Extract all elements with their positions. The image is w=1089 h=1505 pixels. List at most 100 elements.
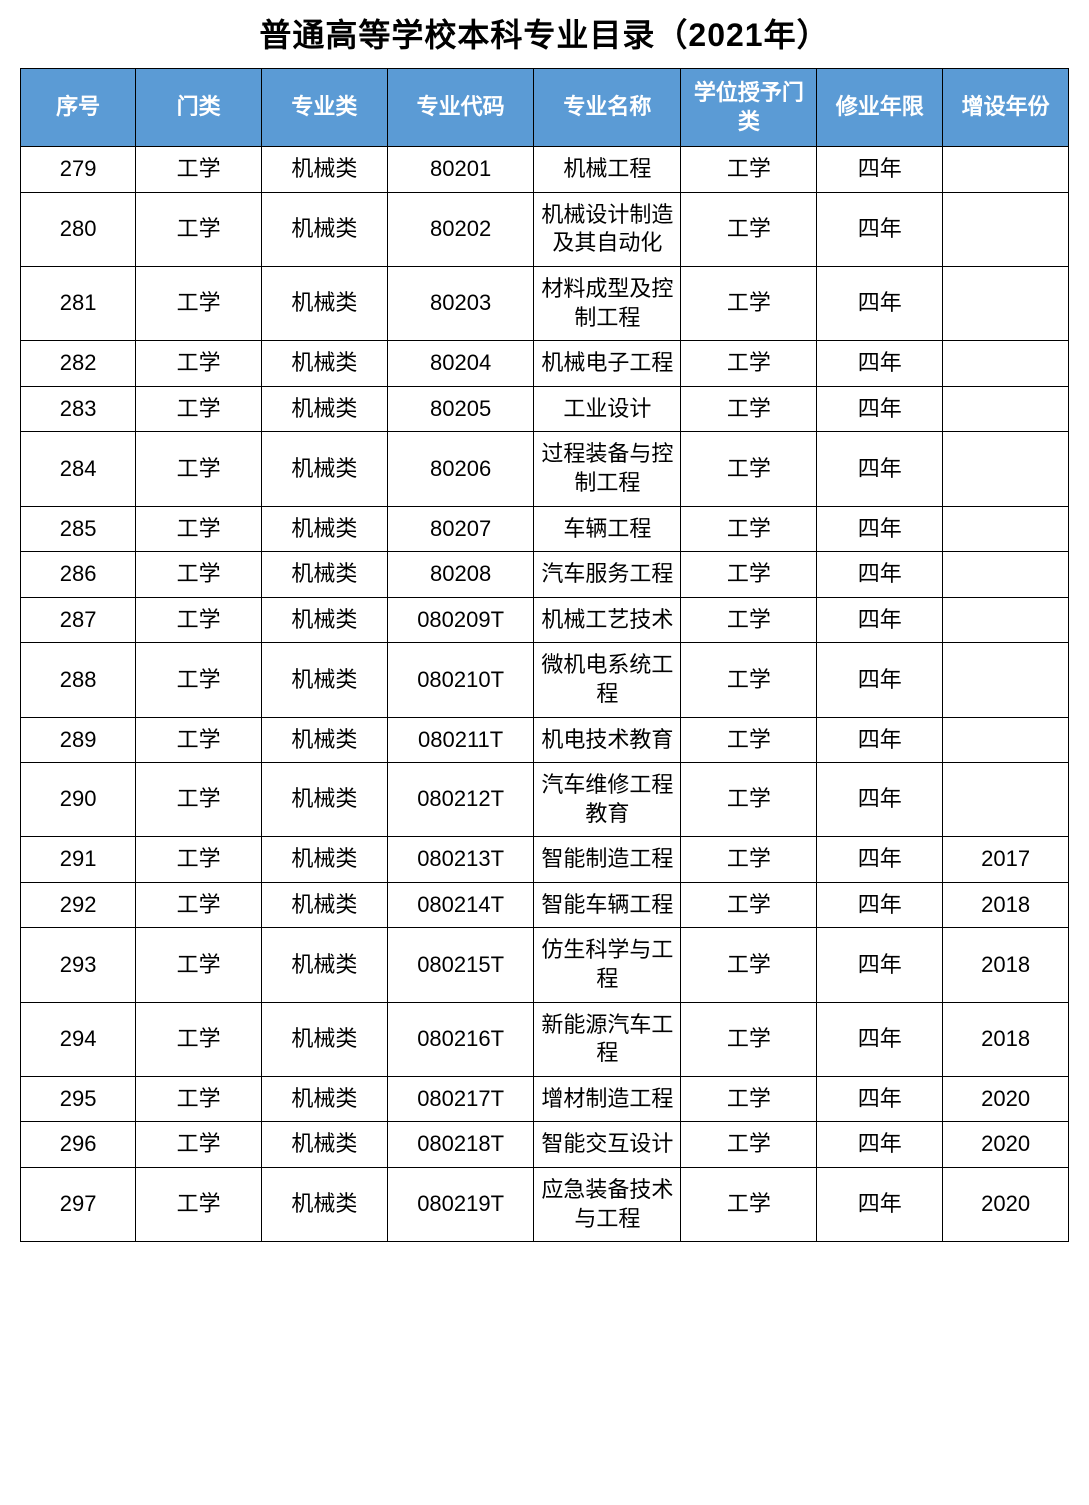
table-cell: 机电技术教育 (534, 717, 681, 763)
table-cell: 工学 (136, 1122, 262, 1168)
page-title: 普通高等学校本科专业目录（2021年） (20, 10, 1069, 56)
table-cell: 机械类 (262, 1002, 388, 1076)
table-row: 297工学机械类080219T应急装备技术与工程工学四年2020 (21, 1168, 1069, 1242)
table-row: 294工学机械类080216T新能源汽车工程工学四年2018 (21, 1002, 1069, 1076)
table-cell: 工学 (681, 552, 817, 598)
col-major-code: 专业代码 (387, 69, 534, 147)
table-cell (943, 147, 1069, 193)
table-cell: 工学 (136, 147, 262, 193)
table-cell: 工学 (681, 341, 817, 387)
table-cell: 四年 (817, 1168, 943, 1242)
table-cell: 机械类 (262, 597, 388, 643)
table-cell: 80202 (387, 192, 534, 266)
table-cell: 293 (21, 928, 136, 1002)
table-cell: 工学 (681, 1122, 817, 1168)
table-cell: 仿生科学与工程 (534, 928, 681, 1002)
table-cell: 四年 (817, 837, 943, 883)
table-cell: 282 (21, 341, 136, 387)
table-cell: 292 (21, 882, 136, 928)
table-cell: 工学 (681, 386, 817, 432)
table-row: 283工学机械类80205工业设计工学四年 (21, 386, 1069, 432)
table-cell: 工学 (136, 837, 262, 883)
table-cell: 工学 (136, 192, 262, 266)
table-cell: 机械类 (262, 1122, 388, 1168)
table-cell: 工学 (681, 717, 817, 763)
table-cell: 80201 (387, 147, 534, 193)
table-row: 291工学机械类080213T智能制造工程工学四年2017 (21, 837, 1069, 883)
table-cell: 80207 (387, 506, 534, 552)
table-cell: 080218T (387, 1122, 534, 1168)
table-cell: 080213T (387, 837, 534, 883)
table-row: 284工学机械类80206过程装备与控制工程工学四年 (21, 432, 1069, 506)
table-cell: 工学 (681, 192, 817, 266)
table-row: 282工学机械类80204机械电子工程工学四年 (21, 341, 1069, 387)
table-cell: 80204 (387, 341, 534, 387)
table-cell (943, 192, 1069, 266)
table-row: 293工学机械类080215T仿生科学与工程工学四年2018 (21, 928, 1069, 1002)
table-cell: 智能制造工程 (534, 837, 681, 883)
table-row: 296工学机械类080218T智能交互设计工学四年2020 (21, 1122, 1069, 1168)
table-cell: 四年 (817, 1002, 943, 1076)
table-cell: 机械类 (262, 386, 388, 432)
table-cell: 机械类 (262, 1168, 388, 1242)
table-row: 280工学机械类80202机械设计制造及其自动化工学四年 (21, 192, 1069, 266)
table-cell: 机械类 (262, 763, 388, 837)
table-cell: 2018 (943, 882, 1069, 928)
table-cell: 四年 (817, 386, 943, 432)
table-cell (943, 643, 1069, 717)
table-cell: 工学 (136, 1076, 262, 1122)
table-cell: 281 (21, 266, 136, 340)
table-cell: 297 (21, 1168, 136, 1242)
col-year-added: 增设年份 (943, 69, 1069, 147)
table-row: 286工学机械类80208汽车服务工程工学四年 (21, 552, 1069, 598)
table-cell: 080219T (387, 1168, 534, 1242)
table-cell: 工学 (136, 717, 262, 763)
table-cell: 284 (21, 432, 136, 506)
table-body: 279工学机械类80201机械工程工学四年280工学机械类80202机械设计制造… (21, 147, 1069, 1242)
table-cell: 四年 (817, 717, 943, 763)
table-cell: 工业设计 (534, 386, 681, 432)
table-cell: 四年 (817, 928, 943, 1002)
table-cell: 工学 (681, 1076, 817, 1122)
table-cell: 080212T (387, 763, 534, 837)
table-cell: 080210T (387, 643, 534, 717)
table-cell: 工学 (136, 1168, 262, 1242)
table-cell: 机械电子工程 (534, 341, 681, 387)
table-cell: 机械类 (262, 506, 388, 552)
table-cell: 微机电系统工程 (534, 643, 681, 717)
table-cell: 四年 (817, 552, 943, 598)
table-cell (943, 386, 1069, 432)
table-cell: 机械类 (262, 837, 388, 883)
table-cell: 工学 (681, 882, 817, 928)
table-cell: 295 (21, 1076, 136, 1122)
table-cell: 增材制造工程 (534, 1076, 681, 1122)
table-cell: 工学 (681, 1168, 817, 1242)
table-cell: 2020 (943, 1168, 1069, 1242)
table-row: 288工学机械类080210T微机电系统工程工学四年 (21, 643, 1069, 717)
col-major-class: 专业类 (262, 69, 388, 147)
table-cell: 机械类 (262, 192, 388, 266)
table-cell: 286 (21, 552, 136, 598)
table-cell: 车辆工程 (534, 506, 681, 552)
table-cell: 机械类 (262, 147, 388, 193)
table-cell: 工学 (681, 928, 817, 1002)
table-cell: 工学 (681, 837, 817, 883)
table-cell: 80205 (387, 386, 534, 432)
table-row: 290工学机械类080212T汽车维修工程教育工学四年 (21, 763, 1069, 837)
table-cell: 290 (21, 763, 136, 837)
table-cell: 四年 (817, 597, 943, 643)
table-cell: 工学 (681, 1002, 817, 1076)
table-cell: 四年 (817, 147, 943, 193)
table-cell: 工学 (136, 882, 262, 928)
table-cell: 80206 (387, 432, 534, 506)
table-row: 287工学机械类080209T机械工艺技术工学四年 (21, 597, 1069, 643)
table-header: 序号 门类 专业类 专业代码 专业名称 学位授予门类 修业年限 增设年份 (21, 69, 1069, 147)
table-cell: 283 (21, 386, 136, 432)
table-cell: 工学 (136, 506, 262, 552)
majors-table: 序号 门类 专业类 专业代码 专业名称 学位授予门类 修业年限 增设年份 279… (20, 68, 1069, 1242)
table-cell: 四年 (817, 1076, 943, 1122)
table-cell: 智能交互设计 (534, 1122, 681, 1168)
table-cell: 机械类 (262, 432, 388, 506)
col-degree-category: 学位授予门类 (681, 69, 817, 147)
table-row: 295工学机械类080217T增材制造工程工学四年2020 (21, 1076, 1069, 1122)
